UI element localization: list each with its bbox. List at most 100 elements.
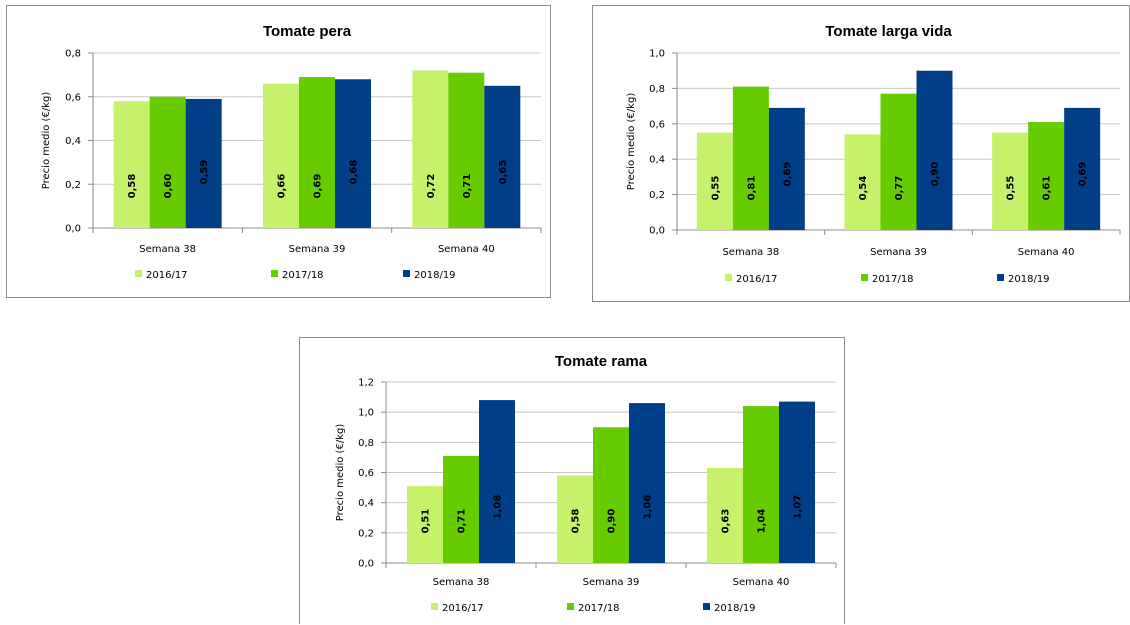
bar-2018-19 — [629, 403, 665, 563]
chart-title: Tomate larga vida — [825, 23, 952, 40]
y-axis-label: Precio medio (€/kg) — [335, 424, 346, 522]
bar-2018-19 — [185, 98, 222, 228]
x-category-label: Semana 38 — [433, 577, 490, 588]
y-tick-label: 0,6 — [65, 92, 81, 103]
y-tick-label: 0,2 — [649, 190, 665, 201]
data-label: 0,68 — [349, 160, 360, 185]
x-category-label: Semana 38 — [139, 244, 196, 255]
legend-label: 2016/17 — [736, 274, 778, 285]
chart-title: Tomate pera — [263, 23, 352, 40]
legend-label: 2017/18 — [282, 270, 324, 281]
bar-2017-18 — [732, 86, 769, 230]
legend-swatch — [567, 603, 574, 610]
bar-2018-19 — [479, 400, 515, 563]
data-label: 0,77 — [894, 176, 905, 201]
data-label: 0,54 — [858, 176, 869, 201]
y-tick-label: 1,2 — [358, 378, 374, 389]
legend-label: 2018/19 — [714, 603, 756, 614]
bar-2017-18 — [443, 455, 479, 563]
legend-label: 2016/17 — [146, 270, 188, 281]
data-label: 0,69 — [313, 174, 324, 199]
y-axis-label: Precio medio (€/kg) — [41, 92, 52, 190]
y-tick-label: 0,8 — [358, 438, 374, 449]
legend-label: 2018/19 — [414, 270, 456, 281]
x-category-label: Semana 39 — [870, 247, 927, 258]
chart-svg: Tomate pera 0,0 0,2 0,4 0,6 0,8 Precio medio (… — [41, 23, 542, 281]
data-label: 0,63 — [721, 509, 732, 534]
data-label: 0,66 — [277, 174, 288, 199]
bar-2016-17 — [707, 467, 743, 563]
legend-swatch — [861, 274, 868, 281]
bar-2016-17 — [992, 132, 1029, 230]
y-tick-label: 0,4 — [649, 155, 665, 166]
legend-swatch — [271, 270, 278, 277]
bar-2017-18 — [880, 93, 917, 231]
bar-2017-18 — [149, 96, 186, 228]
bar-2016-17 — [844, 134, 881, 230]
bar-2017-18 — [299, 77, 335, 228]
data-label: 0,65 — [498, 160, 509, 185]
bar-2016-17 — [407, 486, 443, 563]
y-tick-label: 0,0 — [65, 224, 81, 235]
data-label: 0,90 — [930, 162, 941, 187]
legend-label: 2018/19 — [1008, 274, 1050, 285]
y-tick-label: 0,8 — [649, 84, 665, 95]
bar-2018-19 — [484, 85, 521, 228]
bar-2018-19 — [779, 401, 815, 563]
y-tick-label: 0,4 — [358, 498, 374, 509]
bar-2018-19 — [335, 79, 371, 228]
data-label: 0,90 — [607, 509, 618, 534]
chart-svg: Tomate rama 0,0 0,2 0,4 0,6 0,8 1,0 1,2 Precio m… — [335, 353, 837, 614]
data-label: 0,71 — [462, 174, 473, 199]
bar-2016-17 — [113, 101, 150, 228]
data-label: 0,81 — [746, 176, 757, 201]
x-category-label: Semana 40 — [438, 244, 495, 255]
bar-2016-17 — [557, 475, 593, 563]
bar-2017-18 — [743, 406, 779, 563]
bar-2016-17 — [696, 132, 733, 230]
y-tick-label: 0,2 — [65, 180, 81, 191]
legend-swatch — [403, 270, 410, 277]
chart-tomate-larga-vida: Tomate larga vida 0,0 0,2 0,4 0,6 0,8 1,0 Preci… — [592, 5, 1130, 302]
x-category-label: Semana 39 — [583, 577, 640, 588]
data-label: 0,55 — [710, 176, 721, 201]
bar-2018-19 — [768, 107, 805, 230]
bar-2018-19 — [916, 70, 953, 230]
bar-2017-18 — [448, 72, 485, 228]
y-tick-label: 0,4 — [65, 136, 81, 147]
bar-2017-18 — [593, 427, 629, 563]
legend-label: 2016/17 — [442, 603, 484, 614]
x-category-label: Semana 38 — [722, 247, 779, 258]
data-label: 0,51 — [421, 509, 432, 534]
chart-svg: Tomate larga vida 0,0 0,2 0,4 0,6 0,8 1,0 Preci… — [626, 23, 1121, 285]
legend-label: 2017/18 — [578, 603, 620, 614]
data-label: 1,07 — [793, 495, 804, 520]
x-category-label: Semana 40 — [733, 577, 790, 588]
data-label: 1,08 — [493, 495, 504, 520]
legend-swatch — [997, 274, 1004, 281]
y-tick-label: 0,6 — [649, 119, 665, 130]
data-label: 0,71 — [457, 509, 468, 534]
chart-tomate-rama: Tomate rama 0,0 0,2 0,4 0,6 0,8 1,0 1,2 Precio m… — [299, 337, 845, 624]
legend-swatch — [725, 274, 732, 281]
bar-2017-18 — [1028, 122, 1065, 230]
data-label: 0,60 — [163, 174, 174, 199]
data-label: 0,72 — [426, 174, 437, 199]
y-tick-label: 1,0 — [649, 49, 665, 60]
bar-2016-17 — [263, 83, 299, 228]
y-tick-label: 0,0 — [649, 226, 665, 237]
legend-swatch — [135, 270, 142, 277]
y-tick-label: 0,0 — [358, 559, 374, 570]
data-label: 0,69 — [1078, 162, 1089, 187]
data-label: 1,04 — [757, 509, 768, 534]
legend-label: 2017/18 — [872, 274, 914, 285]
chart-tomate-pera: Tomate pera 0,0 0,2 0,4 0,6 0,8 Precio medio (… — [6, 5, 551, 298]
chart-title: Tomate rama — [555, 353, 648, 370]
bar-2016-17 — [412, 70, 449, 228]
bar-2018-19 — [1064, 107, 1101, 230]
data-label: 0,55 — [1006, 176, 1017, 201]
data-label: 0,69 — [782, 162, 793, 187]
x-category-label: Semana 39 — [289, 244, 346, 255]
data-label: 0,59 — [199, 160, 210, 185]
data-label: 1,06 — [643, 495, 654, 520]
